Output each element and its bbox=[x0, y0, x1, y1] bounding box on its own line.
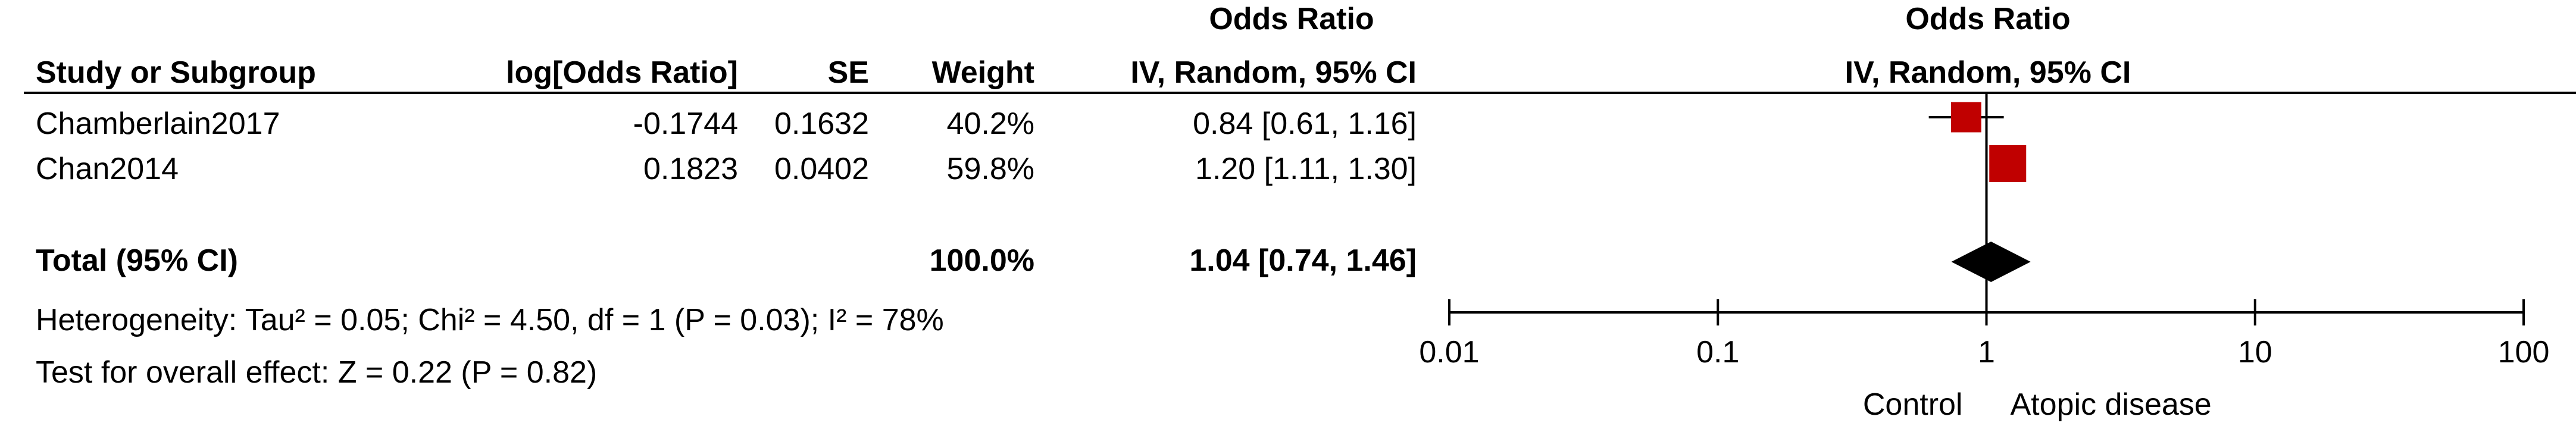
total-label: Total (95% CI) bbox=[36, 243, 238, 278]
favours-right-label: Atopic disease bbox=[2011, 387, 2212, 422]
study-se: 0.0402 bbox=[774, 152, 869, 186]
study-name: Chamberlain2017 bbox=[36, 107, 280, 141]
study-or-ci: 1.20 [1.11, 1.30] bbox=[1195, 152, 1417, 186]
plot-title: Odds Ratio bbox=[1905, 2, 2071, 36]
overall-effect-text: Test for overall effect: Z = 0.22 (P = 0… bbox=[36, 355, 598, 390]
x-axis-tick-label: 0.01 bbox=[1419, 335, 1479, 369]
table-group-header: Odds Ratio bbox=[1209, 2, 1374, 36]
favours-left-label: Control bbox=[1863, 387, 1963, 422]
study-log-or: -0.1744 bbox=[633, 107, 738, 141]
column-header-or-ci: IV, Random, 95% CI bbox=[1130, 55, 1417, 90]
study-log-or: 0.1823 bbox=[643, 152, 738, 186]
x-axis-tick-label: 100 bbox=[2498, 335, 2550, 369]
study-marker bbox=[1950, 102, 1981, 133]
x-axis-tick-label: 10 bbox=[2238, 335, 2272, 369]
heterogeneity-text: Heterogeneity: Tau² = 0.05; Chi² = 4.50,… bbox=[36, 303, 944, 337]
study-weight: 40.2% bbox=[946, 107, 1034, 141]
study-weight: 59.8% bbox=[946, 152, 1034, 186]
study-or-ci: 0.84 [0.61, 1.16] bbox=[1193, 107, 1417, 141]
column-header-se: SE bbox=[827, 55, 869, 90]
total-or-ci: 1.04 [0.74, 1.46] bbox=[1189, 243, 1417, 278]
x-axis-tick-label: 1 bbox=[1978, 335, 1995, 369]
study-name: Chan2014 bbox=[36, 152, 179, 186]
header-rule bbox=[24, 92, 2576, 94]
total-weight: 100.0% bbox=[929, 243, 1034, 278]
column-header-weight: Weight bbox=[931, 55, 1034, 90]
study-marker bbox=[1989, 145, 2027, 182]
pooled-diamond bbox=[1951, 242, 2031, 282]
study-se: 0.1632 bbox=[774, 107, 869, 141]
x-axis-tick-label: 0.1 bbox=[1696, 335, 1739, 369]
plot-subtitle: IV, Random, 95% CI bbox=[1845, 55, 2131, 90]
column-header-study: Study or Subgroup bbox=[36, 55, 316, 90]
column-header-log-or: log[Odds Ratio] bbox=[506, 55, 738, 90]
